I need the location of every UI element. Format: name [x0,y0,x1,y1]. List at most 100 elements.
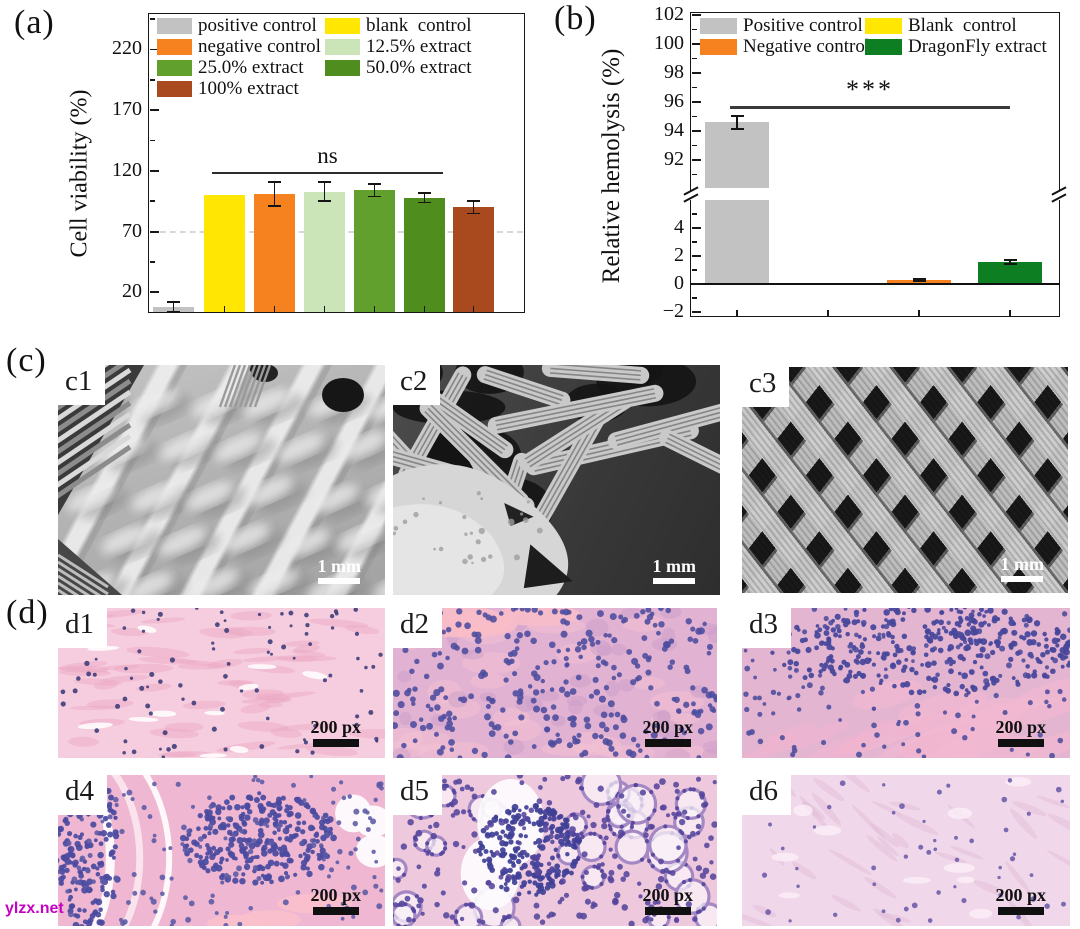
y-axis-tick [691,72,701,74]
scale-bar: 200 px [642,718,693,747]
histology-d3-texture [742,608,1070,758]
x-axis-tick [172,306,175,312]
error-bar-cap [268,205,281,207]
scale-bar-line [318,578,361,584]
image-label: d6 [742,775,791,816]
scale-bar-text: 200 px [642,885,693,906]
error-bar-cap [418,201,431,204]
histology-texture [742,608,1070,758]
sem-texture [393,365,720,595]
error-bar-cap [730,114,744,117]
y-axis-tick-label: 94 [664,119,684,142]
histology-texture [393,775,717,926]
error-bar-cap [368,183,381,186]
legend-label: 100% extract [198,78,299,99]
significance-line [730,106,1010,109]
x-axis-tick [472,306,475,312]
y-axis-tick-label: 100 [654,31,684,54]
y-axis-tick-label: 120 [112,158,142,181]
y-axis-tick-label: 70 [122,219,142,242]
x-axis-tick [223,306,226,312]
error-bar-cap [730,128,744,130]
error-bar [1009,260,1011,265]
error-bar-cap [1003,259,1017,262]
scale-bar-text: 200 px [995,717,1046,738]
histology-image-d3: d3 200 px [742,608,1070,758]
error-bar [273,181,276,207]
sem-image-c2: c2 1 mm [393,365,720,595]
bar-50.0-extract [404,197,445,312]
legend-label: Positive control [743,15,863,36]
legend-swatch [865,18,902,34]
y-axis-minor-tick [691,28,697,31]
legend-swatch [325,39,360,55]
image-label: d2 [393,608,442,649]
y-axis-tick [149,230,159,233]
legend-label: blank control [366,15,472,36]
legend-swatch [157,18,192,34]
error-bar-cap [467,200,480,203]
bar-negative-control [254,193,295,312]
y-axis-tick [691,283,701,285]
error-bar-cap [318,200,331,203]
error-bar-cap [1003,263,1017,266]
image-label: c3 [742,367,790,408]
x-axis-tick [273,306,276,312]
error-bar [423,192,426,203]
legend-swatch [700,39,737,55]
histology-image-d2: d2 200 px [393,608,717,758]
y-axis-tick [149,109,159,112]
scale-bar: 200 px [642,886,693,915]
panel-b-label: (b) [554,0,597,37]
bar-100-extract [453,207,494,312]
histology-d4-texture [58,775,385,926]
x-axis-tick [323,306,326,312]
y-axis-minor-tick [149,200,155,203]
legend-label: DragonFly extract [908,36,1047,57]
error-bar-cap [318,180,331,183]
scale-bar: 1 mm [653,557,696,584]
scale-bar: 1 mm [317,556,362,584]
legend-label: 25.0% extract [198,57,304,78]
y-axis-tick [149,48,159,51]
bar-positive-control [705,122,769,284]
scale-bar-line [997,907,1044,915]
scale-bar-text: 1 mm [317,556,362,577]
legend-swatch [157,60,192,76]
legend-label: 50.0% extract [366,57,472,78]
image-label: d3 [742,608,791,649]
error-bar-cap [167,301,180,303]
y-axis-minor-tick [691,86,697,89]
y-axis-minor-tick [691,144,697,147]
panel-c-label: (c) [6,342,47,379]
scale-bar-line [653,578,696,584]
error-bar [472,201,475,214]
y-axis-tick [149,169,159,172]
y-axis-tick [691,101,701,104]
scale-bar-text: 200 px [310,885,361,906]
y-axis-minor-tick [691,57,697,60]
scale-bar-text: 200 px [642,717,693,738]
scale-bar-text: 1 mm [1000,554,1045,575]
plot-frame [690,12,1060,317]
x-axis-tick [827,310,829,316]
legend-swatch [157,39,192,55]
sem-texture [742,367,1068,593]
significance-text: *** [846,75,894,105]
histology-image-d6: d6 200 px [742,775,1070,926]
bar-12.5-extract [304,191,345,312]
significance-text: ns [317,143,338,169]
y-axis-tick-label: 98 [664,61,684,83]
sem-c2-texture [393,365,720,595]
y-axis-tick-label: 0 [674,271,684,294]
histology-texture [58,775,385,926]
histology-image-d5: d5 200 px [393,775,717,926]
scale-bar-line [312,907,359,915]
bar-blank-control [204,195,245,312]
error-bar-cap [467,212,480,215]
y-axis-tick-label: 2 [674,244,684,266]
y-axis-tick [691,14,701,16]
scale-bar-text: 200 px [995,885,1046,906]
image-label: c1 [58,365,106,406]
legend-swatch [325,18,360,34]
